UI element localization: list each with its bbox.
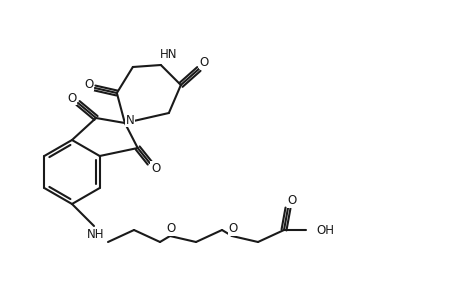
Text: N: N — [126, 113, 134, 126]
Text: O: O — [67, 92, 76, 104]
Text: OH: OH — [316, 224, 334, 237]
Text: HN: HN — [160, 48, 177, 61]
Text: O: O — [151, 162, 160, 175]
Text: O: O — [287, 195, 296, 208]
Text: O: O — [228, 222, 237, 235]
Text: O: O — [166, 222, 176, 235]
Text: O: O — [199, 55, 209, 68]
Text: NH: NH — [87, 227, 105, 240]
Text: O: O — [84, 77, 93, 90]
